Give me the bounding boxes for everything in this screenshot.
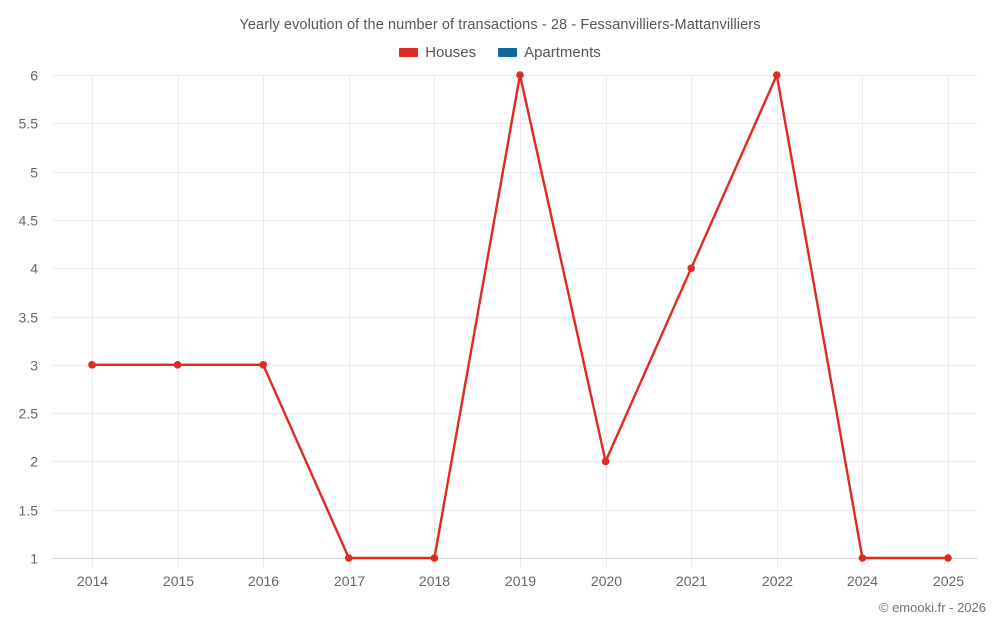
data-point-marker[interactable] [858,554,867,562]
data-point-marker[interactable] [601,457,610,466]
data-point-marker[interactable] [687,264,695,273]
x-tick-label: 2025 [933,573,964,589]
copyright-credit: © emooki.fr - 2026 [878,600,986,615]
y-tick-label: 2.5 [19,406,39,422]
x-tick-label: 2018 [419,573,450,589]
data-point-marker[interactable] [430,554,439,562]
y-axis-tick-labels: 1 1.5 2 2.5 3 3.5 4 4.5 5 5.5 6 [19,68,39,567]
x-tick-label: 2019 [505,573,536,589]
y-tick-label: 4 [30,261,38,277]
series-houses [88,70,952,562]
data-point-marker[interactable] [88,361,96,369]
data-point-marker[interactable] [773,71,781,79]
data-point-marker[interactable] [173,361,182,369]
series-layer [88,70,952,562]
x-tick-label: 2017 [334,573,365,589]
data-point-marker[interactable] [259,361,268,369]
legend-swatch-apartments [498,48,518,57]
y-tick-label: 6 [30,68,38,84]
x-tick-label: 2022 [762,573,793,589]
data-point-marker[interactable] [944,554,952,562]
y-tick-label: 1 [30,551,38,567]
y-tick-label: 5 [30,165,38,181]
x-tick-label: 2016 [248,573,279,589]
legend-swatch-houses [399,48,419,57]
x-tick-label: 2021 [676,573,707,589]
grid-layer [52,75,978,568]
y-tick-label: 2 [30,454,38,470]
y-tick-label: 3 [30,358,38,374]
legend-label-houses: Houses [425,44,477,61]
y-tick-label: 4.5 [19,213,39,229]
x-tick-label: 2014 [77,573,108,589]
chart-title: Yearly evolution of the number of transa… [239,17,761,33]
y-tick-label: 3.5 [19,310,39,326]
data-point-marker[interactable] [516,71,524,79]
legend-item-apartments[interactable]: Apartments [498,44,601,61]
x-tick-label: 2015 [163,573,194,589]
legend-label-apartments: Apartments [524,44,601,61]
chart-legend: Houses Apartments [0,44,1000,61]
x-axis-tick-labels: 2014 2015 2016 2017 2018 2019 2020 2021 2022 2024… [77,573,964,589]
x-tick-label: 2024 [847,573,878,589]
data-point-marker[interactable] [345,554,353,562]
y-tick-label: 1.5 [19,503,39,519]
legend-item-houses[interactable]: Houses [399,44,476,61]
y-tick-label: 5.5 [19,116,39,132]
x-tick-label: 2020 [591,573,622,589]
